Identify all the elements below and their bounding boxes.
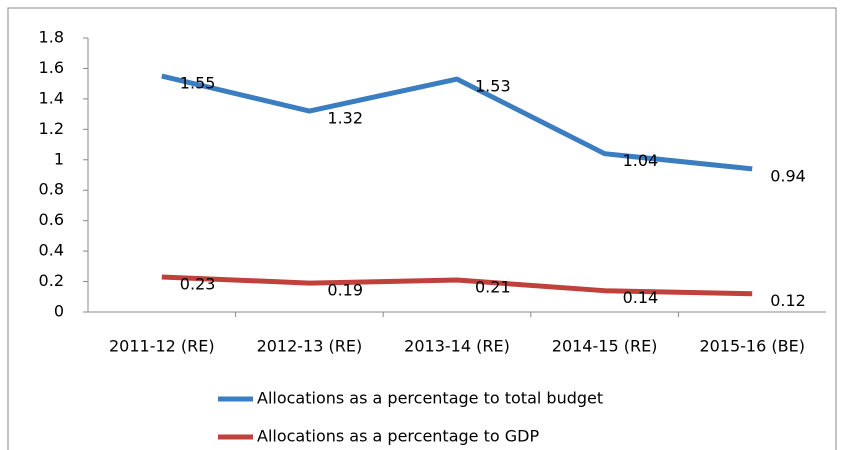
data-label: 0.94 xyxy=(770,166,806,185)
x-tick-label: 2013-14 (RE) xyxy=(404,337,510,356)
data-label: 0.19 xyxy=(327,281,363,300)
x-tick-label: 2014-15 (RE) xyxy=(552,337,658,356)
data-label: 0.14 xyxy=(623,288,659,307)
y-tick-label: 1.2 xyxy=(39,119,64,138)
chart-frame xyxy=(7,7,837,450)
x-tick-label: 2011-12 (RE) xyxy=(109,337,215,356)
y-tick-label: 1 xyxy=(54,149,64,168)
x-tick-label: 2012-13 (RE) xyxy=(257,337,363,356)
y-tick-label: 1.4 xyxy=(39,88,64,107)
data-label: 0.21 xyxy=(475,278,511,297)
y-tick-label: 1.6 xyxy=(39,58,64,77)
x-tick-label: 2015-16 (BE) xyxy=(699,337,805,356)
y-tick-label: 0 xyxy=(54,302,64,321)
data-label: 1.53 xyxy=(475,77,511,96)
line-series xyxy=(161,73,753,172)
y-tick-label: 0.4 xyxy=(39,241,64,260)
data-label: 1.55 xyxy=(180,74,216,93)
data-label: 1.32 xyxy=(327,109,363,128)
legend-label: Allocations as a percentage to total bud… xyxy=(257,389,603,408)
y-tick-label: 0.8 xyxy=(39,180,64,199)
y-tick-label: 1.8 xyxy=(39,28,64,47)
y-tick-label: 0.2 xyxy=(39,271,64,290)
data-label: 1.04 xyxy=(623,151,659,170)
data-label: 0.23 xyxy=(180,274,216,293)
y-tick-label: 0.6 xyxy=(39,210,64,229)
line-series xyxy=(161,274,753,297)
data-label: 0.12 xyxy=(770,291,806,310)
legend-label: Allocations as a percentage to GDP xyxy=(257,427,539,446)
